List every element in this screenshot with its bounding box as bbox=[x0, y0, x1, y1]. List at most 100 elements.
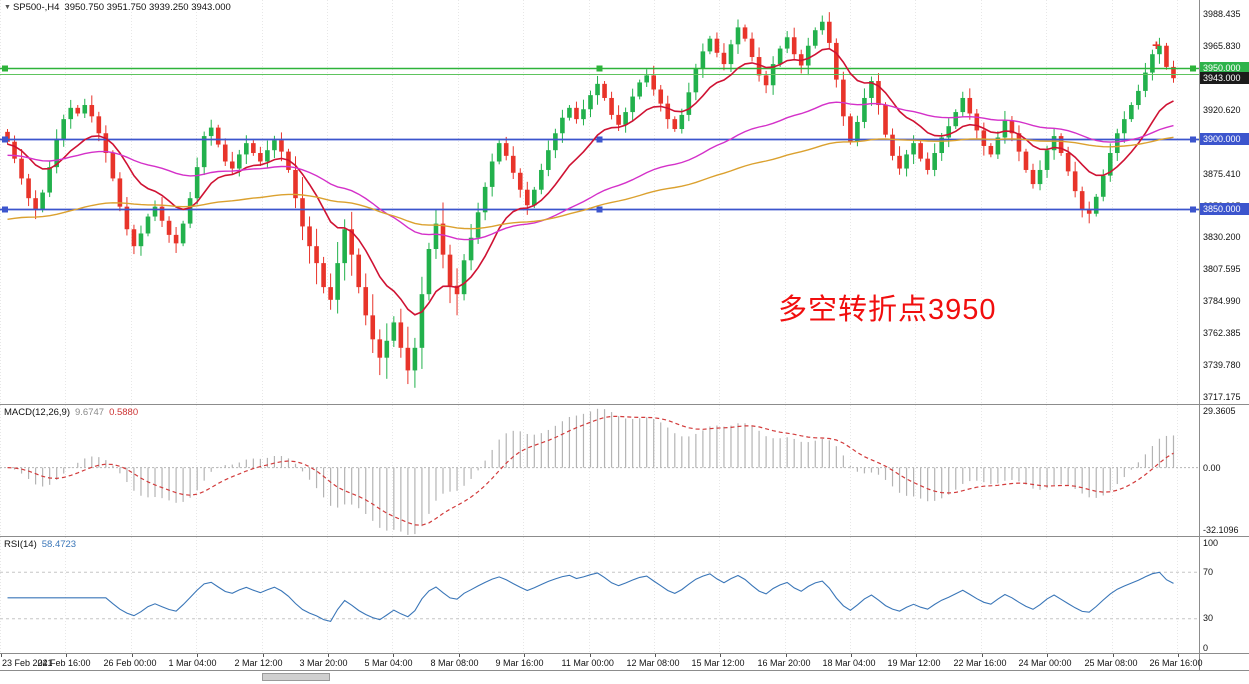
candle-body bbox=[447, 254, 453, 286]
line-handle[interactable] bbox=[596, 206, 603, 213]
time-tick bbox=[850, 654, 852, 657]
price-tick: 3965.830 bbox=[1203, 40, 1241, 51]
time-tick bbox=[0, 654, 2, 657]
candle-body bbox=[609, 97, 614, 115]
candle-body bbox=[672, 119, 678, 130]
candle-body bbox=[75, 107, 81, 114]
price-badge: 3900.000 bbox=[1200, 132, 1249, 145]
candle-body bbox=[567, 107, 572, 118]
candle-body bbox=[1157, 45, 1162, 55]
candle-body bbox=[1058, 136, 1064, 154]
time-label: 22 Mar 16:00 bbox=[953, 658, 1007, 668]
candle-body bbox=[897, 155, 902, 169]
time-label: 1 Mar 04:00 bbox=[168, 658, 217, 668]
line-handle[interactable] bbox=[2, 206, 8, 213]
candle-body bbox=[714, 38, 720, 53]
candle-body bbox=[201, 136, 207, 168]
candle-body bbox=[911, 143, 916, 155]
candle-body bbox=[1129, 105, 1134, 120]
candle-body bbox=[918, 143, 923, 159]
candle-body bbox=[152, 206, 158, 217]
rsi-canvas[interactable] bbox=[0, 537, 1199, 653]
candle-body bbox=[721, 52, 727, 65]
candle-body bbox=[433, 223, 439, 250]
candlestick-canvas[interactable]: + bbox=[0, 0, 1199, 404]
candle-body bbox=[412, 347, 418, 371]
candle-body bbox=[82, 105, 88, 114]
candle-body bbox=[939, 137, 944, 154]
candle-body bbox=[1002, 120, 1008, 138]
time-tick bbox=[523, 654, 525, 657]
candle-body bbox=[307, 226, 312, 247]
candle-body bbox=[180, 223, 186, 244]
candle-body bbox=[349, 229, 354, 255]
candle-body bbox=[342, 229, 347, 264]
candle-body bbox=[40, 192, 45, 210]
candle-body bbox=[791, 37, 797, 55]
time-axis[interactable]: 23 Feb 2021 24 Feb 16:00 26 Feb 00:00 1 Mar… bbox=[0, 654, 1249, 671]
annotation-text[interactable]: 多空转折点3950 bbox=[778, 294, 997, 326]
candle-body bbox=[546, 150, 551, 170]
time-label: 15 Mar 12:00 bbox=[691, 658, 745, 668]
candle-body bbox=[581, 109, 586, 120]
candle-body bbox=[742, 27, 748, 39]
candle-body bbox=[124, 206, 130, 230]
line-handle[interactable] bbox=[596, 65, 603, 72]
candle-body bbox=[68, 107, 74, 120]
candle-body bbox=[1030, 169, 1036, 185]
candle-body bbox=[145, 216, 151, 234]
horizontal-scrollbar-thumb[interactable] bbox=[262, 673, 330, 681]
time-label: 11 Mar 00:00 bbox=[561, 658, 614, 668]
candle-body bbox=[560, 117, 565, 134]
rsi-line bbox=[7, 571, 1174, 623]
candle-body bbox=[588, 95, 593, 110]
line-handle[interactable] bbox=[2, 136, 8, 143]
candle-body bbox=[658, 89, 664, 104]
candle-body bbox=[890, 134, 895, 156]
candle-body bbox=[103, 133, 109, 154]
candle-body bbox=[602, 83, 607, 98]
time-label: 2 Mar 12:00 bbox=[234, 658, 283, 668]
candle-body bbox=[426, 249, 432, 295]
rsi-panel: RSI(14) 58.4723 100 70 30 0 bbox=[0, 537, 1249, 654]
price-tick: 3920.620 bbox=[1203, 104, 1241, 115]
candle-body bbox=[370, 315, 376, 340]
macd-scale[interactable]: 29.3605 0.00 -32.1096 bbox=[1199, 405, 1249, 536]
candle-body bbox=[166, 220, 172, 235]
rsi-scale[interactable]: 100 70 30 0 bbox=[1199, 537, 1249, 653]
candle-body bbox=[876, 81, 881, 106]
candle-body bbox=[777, 48, 783, 65]
price-scale[interactable]: 3988.4353965.8303943.2253920.6203898.015… bbox=[1199, 0, 1249, 404]
rsi-value: 58.4723 bbox=[41, 539, 77, 550]
macd-main-value: 9.6747 bbox=[75, 407, 105, 418]
macd-plot-area[interactable]: MACD(12,26,9) 9.6747 0.5880 bbox=[0, 405, 1199, 536]
candle-body bbox=[321, 263, 326, 288]
candle-body bbox=[293, 169, 298, 199]
candle-body bbox=[475, 212, 481, 238]
time-tick bbox=[981, 654, 983, 657]
candle-body bbox=[19, 158, 24, 179]
line-handle[interactable] bbox=[1190, 136, 1196, 143]
candle-body bbox=[314, 246, 319, 264]
rsi-scale-tick: 0 bbox=[1203, 643, 1209, 653]
rsi-plot-area[interactable]: RSI(14) 58.4723 bbox=[0, 537, 1199, 653]
macd-canvas[interactable] bbox=[0, 405, 1199, 536]
line-handle[interactable] bbox=[2, 65, 8, 72]
symbol-period-label: SP500-,H4 bbox=[12, 2, 60, 13]
candle-body bbox=[131, 229, 137, 247]
candle-body bbox=[26, 178, 31, 199]
ohlc-values: 3950.750 3951.750 3939.250 3943.000 bbox=[64, 2, 231, 13]
candle-body bbox=[208, 127, 214, 137]
main-plot-area[interactable]: + ▼ SP500-,H4 3950.750 3951.750 3939.250 3… bbox=[0, 0, 1199, 404]
macd-scale-tick: 29.3605 bbox=[1203, 406, 1236, 416]
time-tick bbox=[262, 654, 264, 657]
line-handle[interactable] bbox=[1190, 206, 1196, 213]
candle-body bbox=[482, 186, 488, 213]
candle-body bbox=[89, 105, 95, 117]
candle-body bbox=[728, 44, 734, 65]
line-handle[interactable] bbox=[596, 136, 603, 143]
candle-body bbox=[1107, 153, 1113, 176]
candle-body bbox=[110, 153, 116, 179]
line-handle[interactable] bbox=[1190, 65, 1196, 72]
candle-body bbox=[377, 339, 383, 358]
